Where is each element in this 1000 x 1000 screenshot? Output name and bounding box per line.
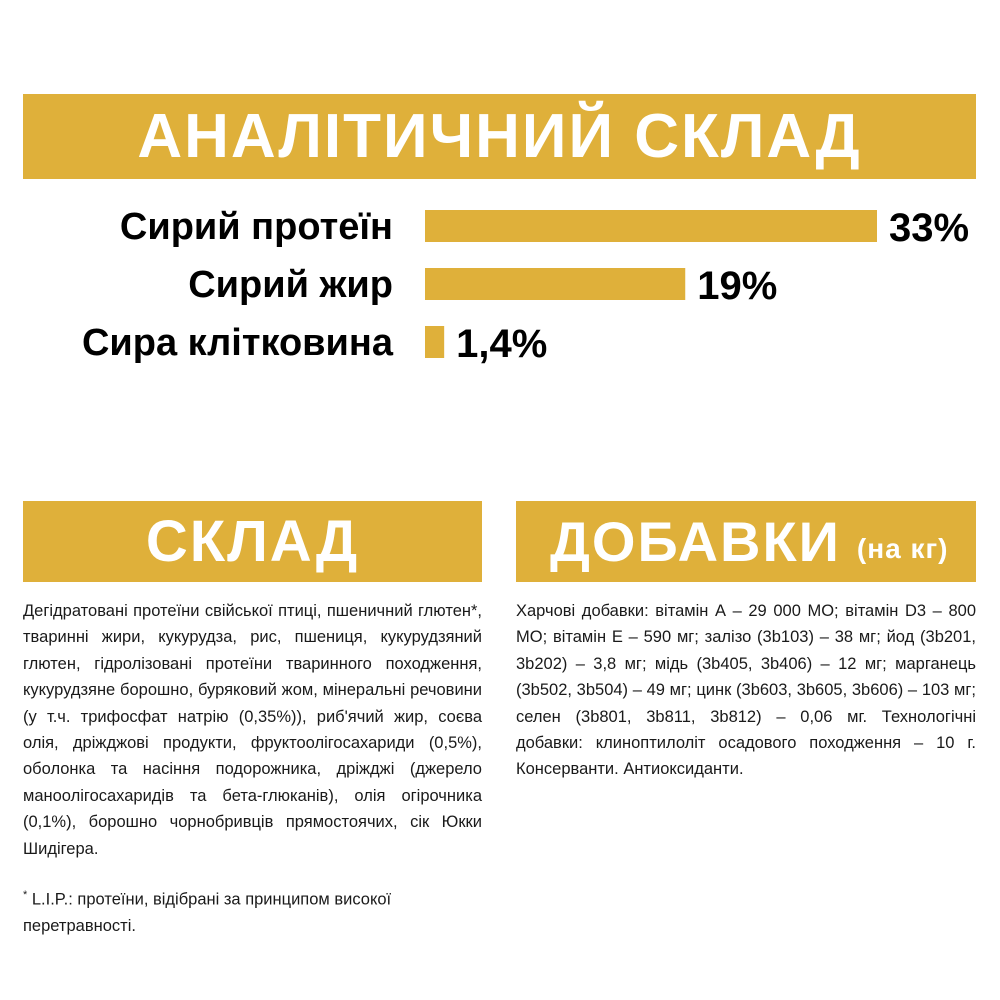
category-label: Сирий жир <box>188 264 393 306</box>
nutrient-bar-chart: Сирий протеїн 33% Сирий жир 19% Сира клітков… <box>82 206 969 366</box>
composition-banner: СКЛАД <box>23 501 482 582</box>
category-label: Сира клітковина <box>82 322 394 364</box>
category-label: Сирий протеїн <box>120 206 393 248</box>
bar <box>425 210 877 242</box>
additives-text: Харчові добавки: вітамін А – 29 000 МО; … <box>516 602 976 779</box>
value-label: 1,4% <box>456 322 547 366</box>
analytic-composition-title: АНАЛІТИЧНИЙ СКЛАД <box>137 102 862 171</box>
analytic-composition-banner: АНАЛІТИЧНИЙ СКЛАД <box>23 94 976 179</box>
composition-ingredients-text: Дегідратовані протеїни свійської птиці, … <box>23 602 482 858</box>
composition-title: СКЛАД <box>145 509 360 574</box>
footnote-text: L.I.P.: протеїни, відібрані за принципом… <box>23 890 392 935</box>
additives-banner: ДОБАВКИ (на кг) <box>516 501 976 582</box>
additives-title: ДОБАВКИ <box>550 510 841 573</box>
value-label: 19% <box>697 264 777 308</box>
value-label: 33% <box>889 206 969 250</box>
bar <box>425 326 445 358</box>
bar <box>425 268 686 300</box>
composition-footnote: * L.I.P.: протеїни, відібрані за принцип… <box>23 882 482 939</box>
additives-unit: (на кг) <box>856 532 949 564</box>
footnote-mark: * <box>23 889 28 901</box>
